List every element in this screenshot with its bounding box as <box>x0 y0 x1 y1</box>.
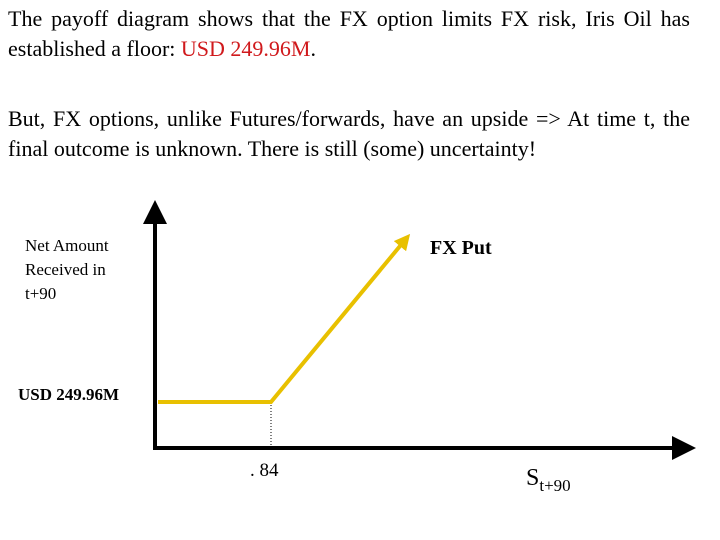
highlight: USD 249.96M <box>180 36 311 61</box>
y-axis-label: Net Amount <box>25 236 109 255</box>
y-axis-label: Received in <box>25 260 106 279</box>
strike-label: . 84 <box>250 460 279 481</box>
y-axis-label: t+90 <box>25 284 56 303</box>
paragraph: But, FX options, unlike Futures/forwards… <box>8 106 690 161</box>
x-axis-label-base: S <box>526 465 539 491</box>
x-axis-label-subscript: t+90 <box>539 476 570 495</box>
paragraph: The payoff diagram shows that the FX opt… <box>8 4 690 64</box>
curve-label: FX Put <box>430 237 492 259</box>
payoff-line <box>158 233 411 404</box>
text: The payoff diagram shows that the FX opt… <box>8 6 690 61</box>
text: . <box>310 36 316 61</box>
floor-label: USD 249.96M <box>18 385 119 404</box>
x-axis-label: St+90 <box>526 465 571 495</box>
